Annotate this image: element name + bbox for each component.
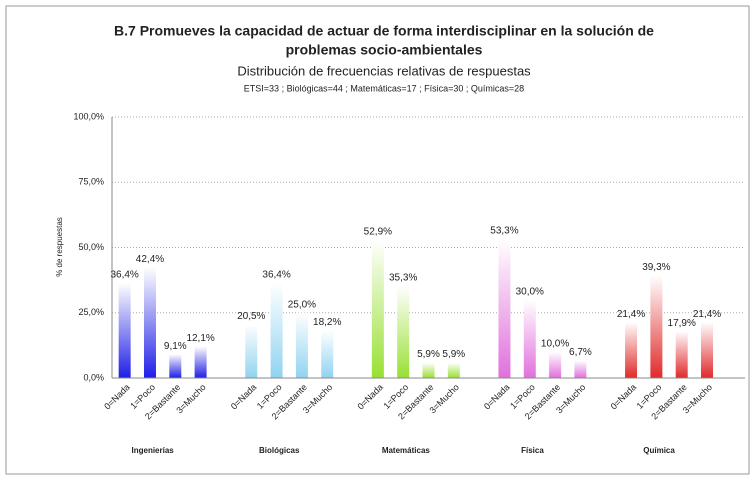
- bar: [625, 322, 638, 378]
- bar: [169, 354, 182, 378]
- value-label: 30,0%: [516, 286, 544, 297]
- bar: [498, 238, 511, 378]
- value-label: 5,9%: [417, 349, 440, 360]
- bar: [447, 362, 460, 378]
- value-label: 42,4%: [136, 254, 164, 265]
- bar: [118, 282, 131, 378]
- bar: [650, 275, 663, 378]
- bar: [574, 360, 587, 378]
- value-label: 35,3%: [389, 273, 417, 284]
- value-label: 5,9%: [442, 349, 465, 360]
- value-label: 39,3%: [642, 262, 670, 273]
- y-axis-label: % de respuestas: [55, 217, 64, 277]
- y-tick-label: 75,0%: [78, 177, 104, 187]
- group-label: Química: [643, 446, 675, 455]
- value-label: 25,0%: [288, 299, 316, 310]
- bar: [295, 312, 308, 378]
- value-label: 9,1%: [164, 341, 187, 352]
- bar: [397, 285, 410, 378]
- value-label: 12,1%: [186, 333, 214, 344]
- value-label: 36,4%: [262, 270, 290, 281]
- bar: [245, 324, 258, 378]
- y-tick-label: 50,0%: [78, 242, 104, 252]
- y-tick-label: 100,0%: [73, 111, 104, 121]
- value-label: 6,7%: [569, 347, 592, 358]
- value-label: 20,5%: [237, 311, 265, 322]
- value-label: 18,2%: [313, 317, 341, 328]
- chart-note: ETSI=33 ; Biológicas=44 ; Matemáticas=17…: [244, 83, 524, 93]
- bar: [422, 362, 435, 378]
- y-tick-label: 25,0%: [78, 307, 104, 317]
- value-label: 52,9%: [364, 227, 392, 238]
- chart-title: B.7 Promueves la capacidad de actuar de …: [114, 23, 654, 39]
- bar: [143, 267, 156, 378]
- value-label: 10,0%: [541, 339, 569, 350]
- bar: [270, 282, 283, 378]
- chart-title-line2: problemas socio-ambientales: [286, 42, 483, 58]
- y-tick-label: 0,0%: [83, 372, 104, 382]
- value-label: 21,4%: [693, 309, 721, 320]
- chart-subtitle: Distribución de frecuencias relativas de…: [237, 63, 531, 78]
- group-label: Física: [521, 446, 544, 455]
- group-label: Ingenierías: [132, 446, 175, 455]
- value-label: 21,4%: [617, 309, 645, 320]
- group-label: Matemáticas: [382, 446, 431, 455]
- bar: [321, 330, 334, 378]
- value-label: 53,3%: [490, 226, 518, 237]
- bar: [523, 299, 536, 378]
- group-label: Biológicas: [259, 446, 300, 455]
- bar: [675, 331, 688, 378]
- value-label: 17,9%: [668, 318, 696, 329]
- bar: [194, 346, 207, 378]
- bar: [371, 239, 384, 378]
- bar: [549, 351, 562, 378]
- value-label: 36,4%: [110, 270, 138, 281]
- bar: [701, 322, 714, 378]
